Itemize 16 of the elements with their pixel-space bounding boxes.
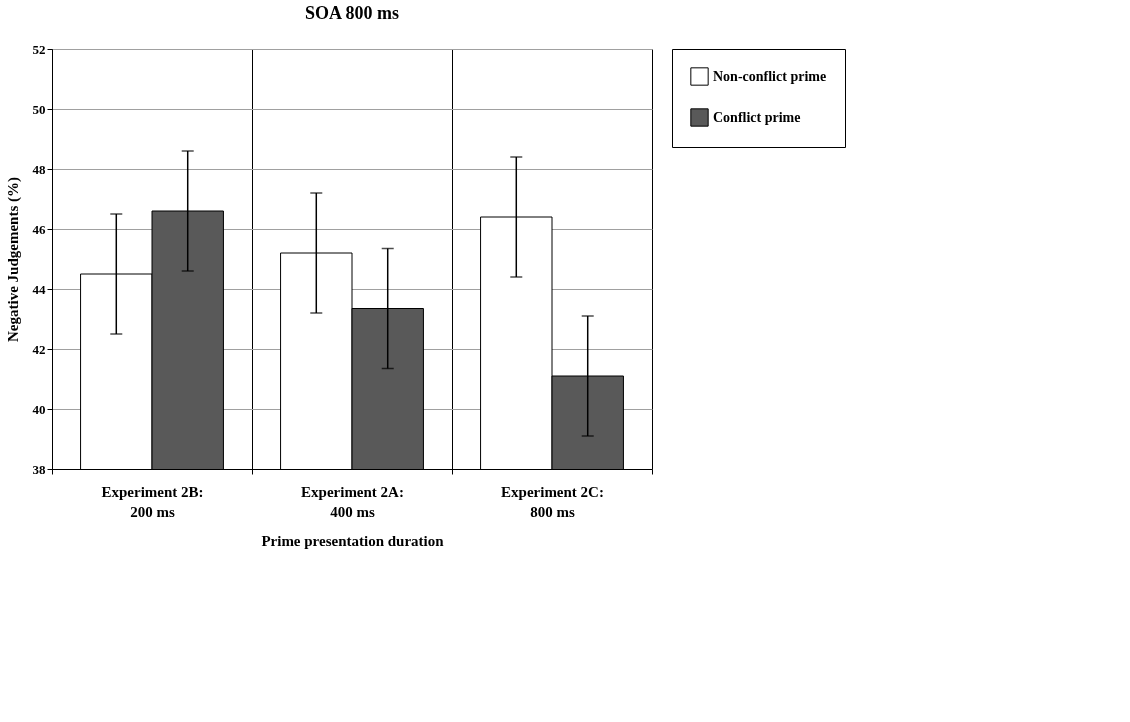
x-tick-label: Experiment 2B: 200 ms [101,483,204,520]
y-tick-label: 48 [32,161,46,177]
legend-label: Non-conflict prime [713,68,827,84]
y-tick-label: 50 [32,101,46,117]
y-tick-label: 42 [32,341,46,357]
x-axis-title: Prime presentation duration [261,532,445,549]
y-tick-label: 46 [32,221,46,237]
x-tick-label: Experiment 2C: 800 ms [501,483,604,520]
y-tick-label: 52 [32,41,46,57]
legend-label: Conflict prime [713,109,801,125]
y-axis-title: Negative Judgements (%) [4,177,22,342]
x-tick-label: Experiment 2A: 400 ms [301,483,404,520]
chart-title: SOA 800 ms [304,3,400,23]
y-tick-label: 38 [32,461,46,477]
y-tick-label: 44 [32,281,46,297]
y-tick-label: 40 [32,401,46,417]
